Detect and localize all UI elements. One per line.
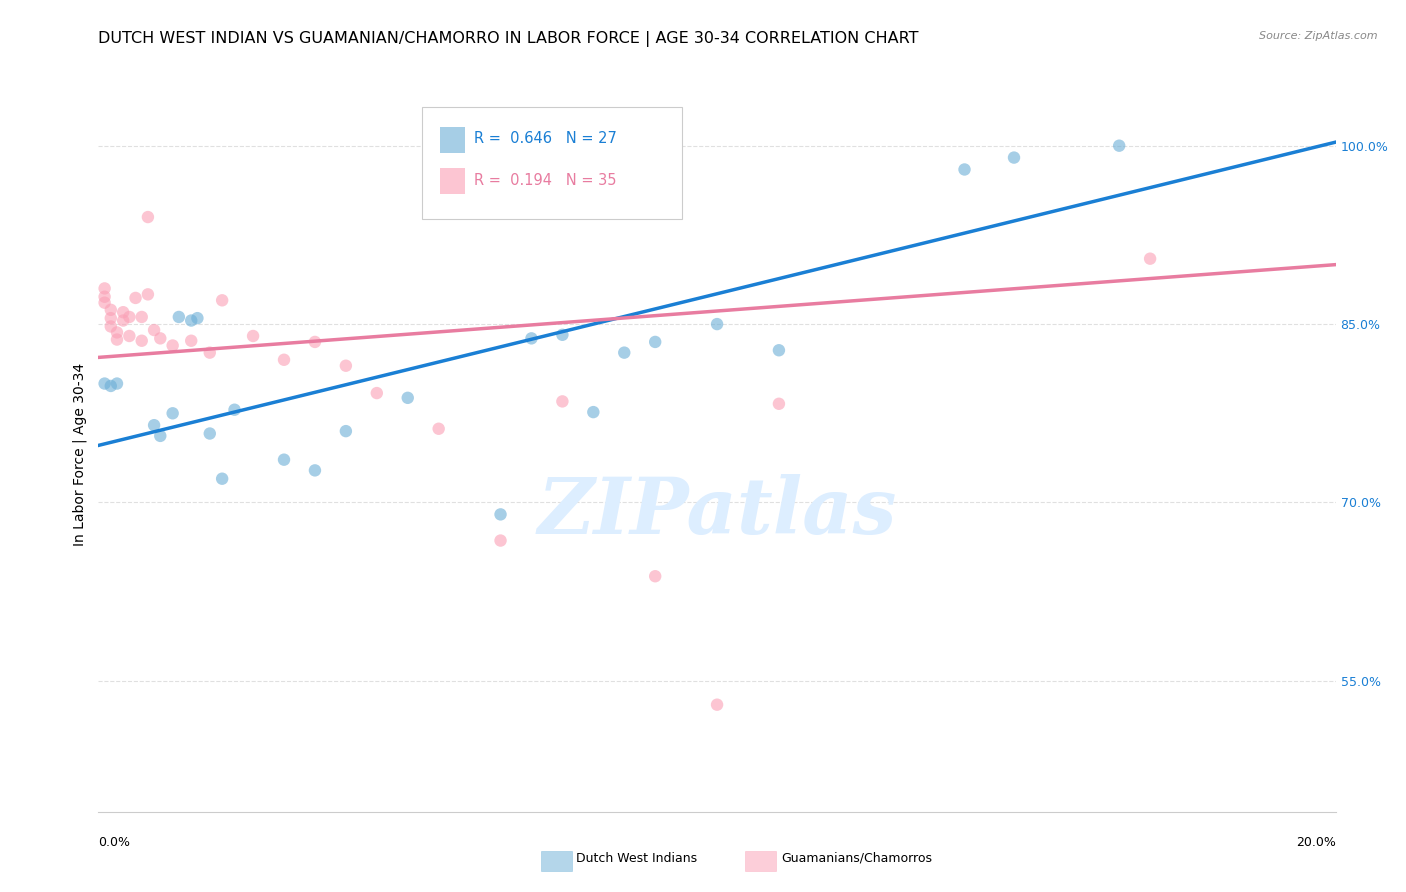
Point	[93, 295, 115, 310]
Point	[198, 426, 221, 441]
Point	[489, 508, 512, 522]
Point	[93, 290, 115, 304]
Point	[93, 281, 115, 295]
Point	[335, 359, 357, 373]
Point	[118, 329, 141, 343]
Text: Guamanians/Chamorros: Guamanians/Chamorros	[782, 852, 932, 864]
Point	[100, 379, 122, 393]
Point	[100, 311, 122, 326]
Text: R =  0.194   N = 35: R = 0.194 N = 35	[474, 173, 616, 187]
Point	[366, 386, 388, 401]
Point	[273, 452, 295, 467]
Text: 20.0%: 20.0%	[1296, 837, 1336, 849]
Text: DUTCH WEST INDIAN VS GUAMANIAN/CHAMORRO IN LABOR FORCE | AGE 30-34 CORRELATION C: DUTCH WEST INDIAN VS GUAMANIAN/CHAMORRO …	[98, 31, 920, 47]
Point	[112, 305, 135, 319]
Text: Source: ZipAtlas.com: Source: ZipAtlas.com	[1260, 31, 1378, 41]
Point	[768, 397, 790, 411]
Point	[167, 310, 190, 324]
Text: 0.0%: 0.0%	[98, 837, 131, 849]
Point	[162, 338, 184, 352]
Point	[131, 310, 153, 324]
Point	[118, 310, 141, 324]
Point	[304, 334, 326, 349]
Point	[149, 331, 172, 345]
Point	[136, 210, 159, 224]
Point	[198, 345, 221, 359]
Y-axis label: In Labor Force | Age 30-34: In Labor Force | Age 30-34	[73, 363, 87, 547]
Point	[242, 329, 264, 343]
Point	[143, 418, 166, 433]
Point	[180, 313, 202, 327]
Point	[427, 422, 450, 436]
Point	[644, 569, 666, 583]
Point	[162, 406, 184, 420]
Point	[273, 352, 295, 367]
Text: R =  0.646   N = 27: R = 0.646 N = 27	[474, 131, 617, 145]
Point	[149, 429, 172, 443]
Point	[953, 162, 976, 177]
Point	[112, 313, 135, 327]
Point	[211, 293, 233, 308]
Point	[613, 345, 636, 359]
Point	[582, 405, 605, 419]
Text: Dutch West Indians: Dutch West Indians	[576, 852, 697, 864]
Point	[100, 302, 122, 317]
Point	[768, 343, 790, 358]
Point	[520, 331, 543, 345]
Point	[105, 333, 128, 347]
Point	[706, 317, 728, 331]
Point	[224, 402, 246, 417]
Point	[335, 424, 357, 438]
Point	[551, 327, 574, 342]
Point	[644, 334, 666, 349]
Point	[93, 376, 115, 391]
Point	[304, 463, 326, 477]
Point	[143, 323, 166, 337]
Point	[180, 334, 202, 348]
Point	[1139, 252, 1161, 266]
Point	[124, 291, 146, 305]
Point	[1108, 138, 1130, 153]
Point	[186, 311, 208, 326]
Text: ZIPatlas: ZIPatlas	[537, 474, 897, 550]
Point	[489, 533, 512, 548]
Point	[396, 391, 419, 405]
Point	[706, 698, 728, 712]
Point	[211, 472, 233, 486]
Point	[105, 326, 128, 340]
Point	[100, 319, 122, 334]
Point	[131, 334, 153, 348]
Point	[105, 376, 128, 391]
Point	[1002, 151, 1025, 165]
Point	[551, 394, 574, 409]
Point	[136, 287, 159, 301]
